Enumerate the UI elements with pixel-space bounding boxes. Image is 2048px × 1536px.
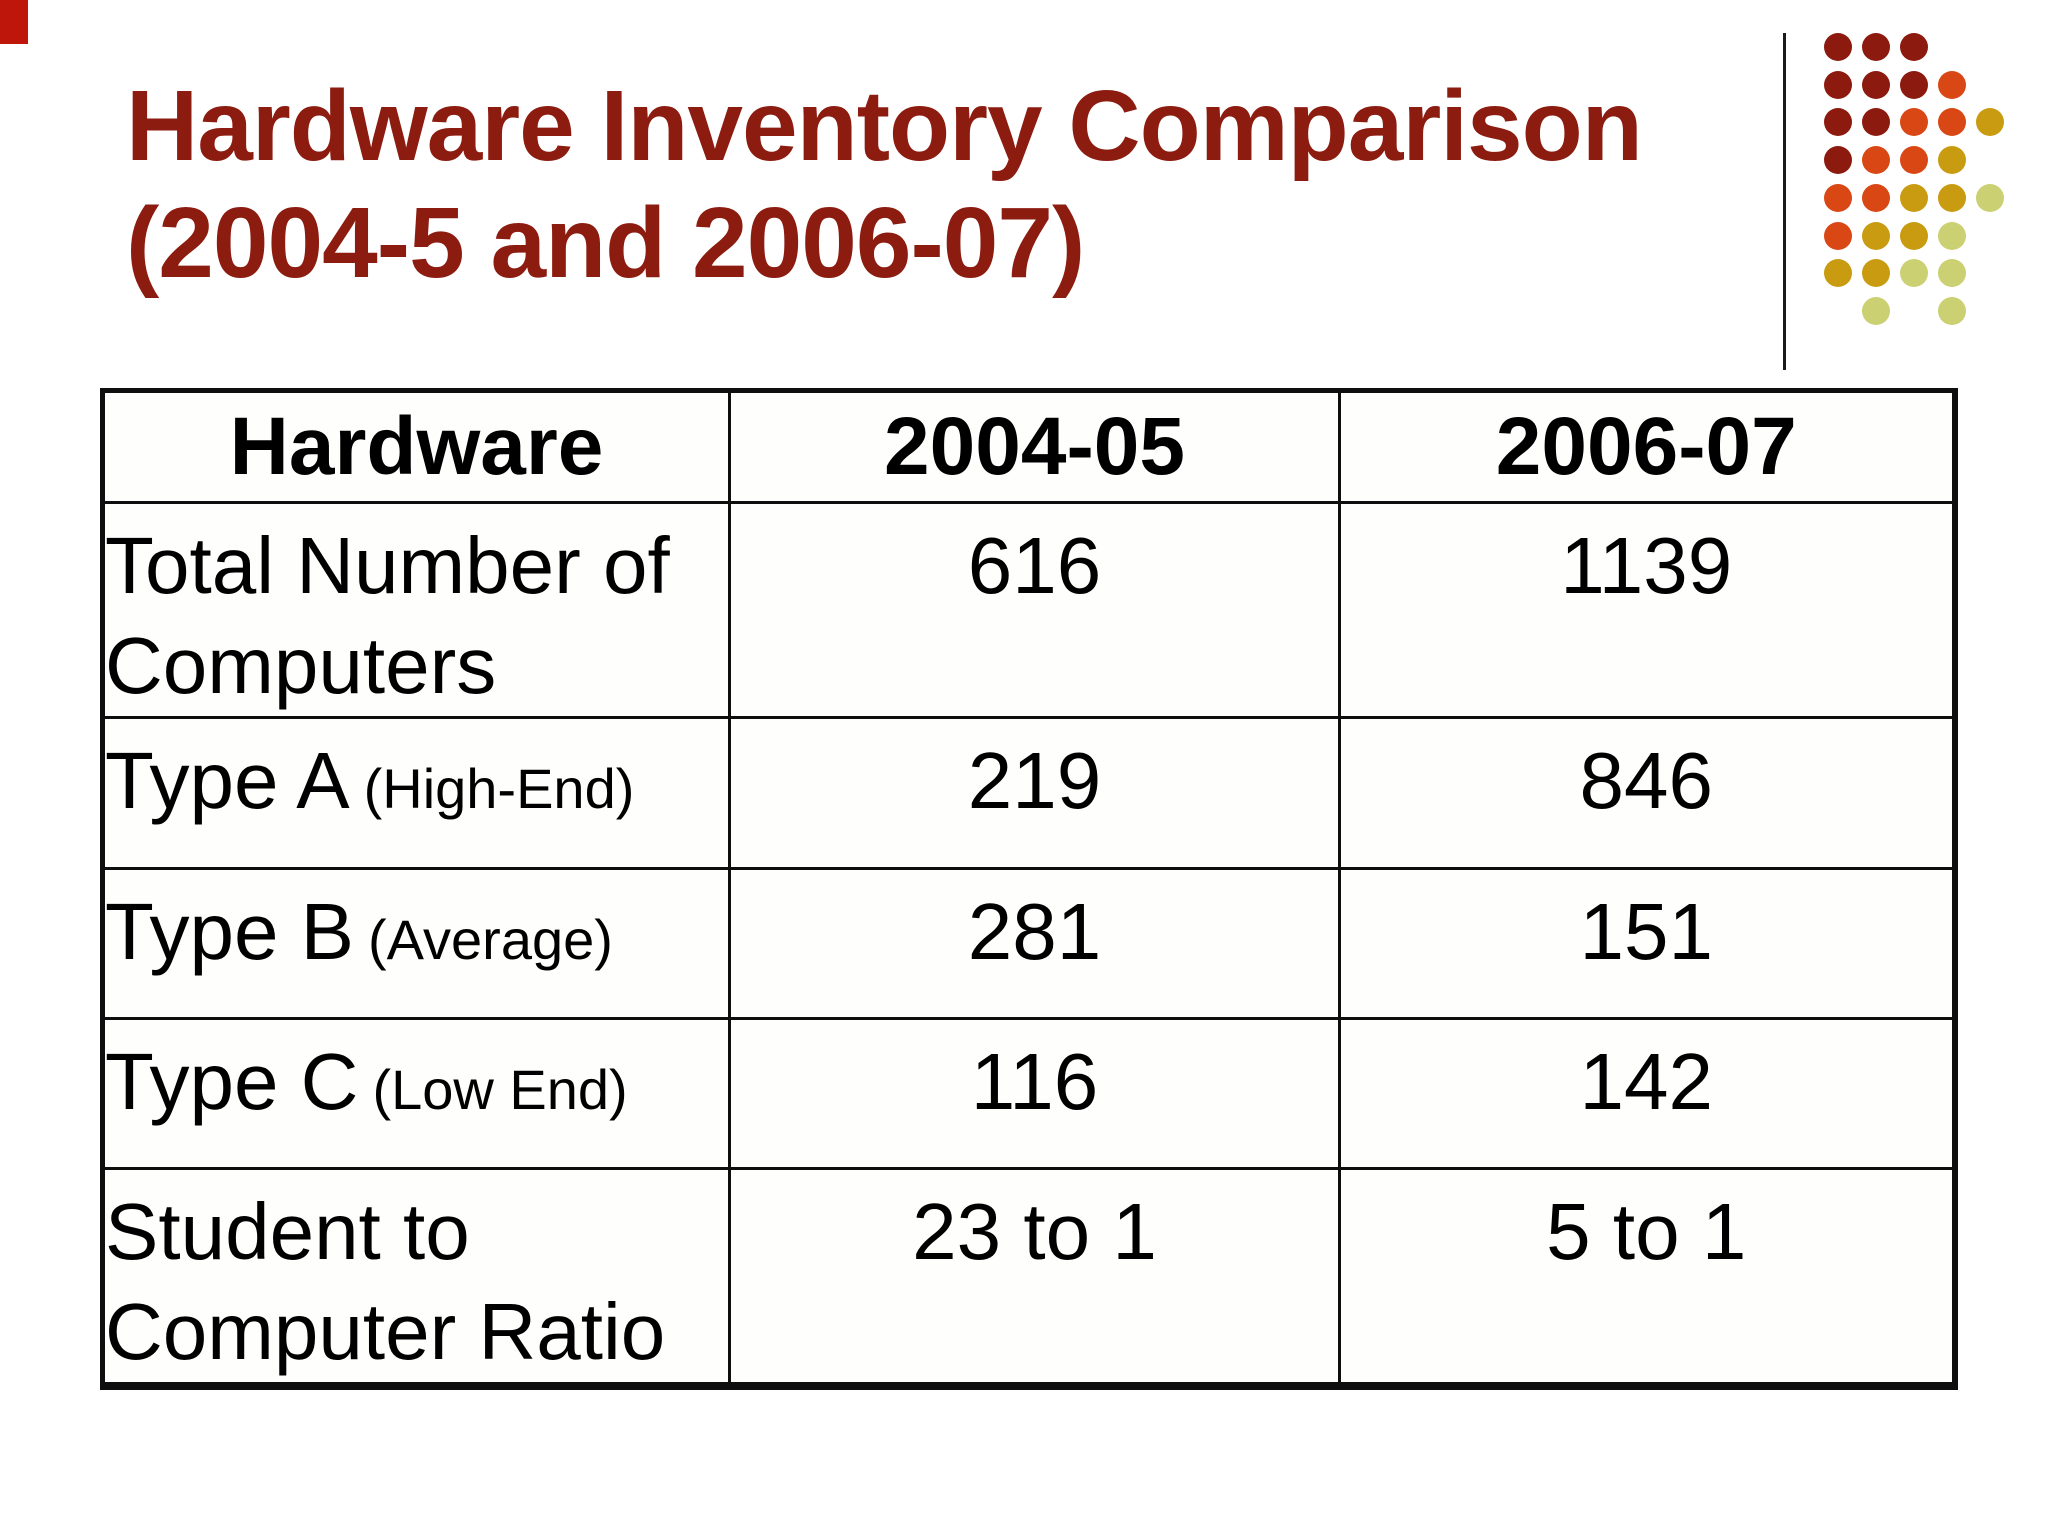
table-row: Type A (High-End) 219 846 [101,716,1956,870]
decor-dot [1976,184,2004,212]
decor-dot [1938,184,1966,212]
decor-dot [1824,184,1852,212]
decor-dot [1938,259,1966,287]
row-label-note: (High-End) [363,757,635,820]
table-row: Total Number of Computers 616 1139 [101,501,1956,719]
decor-dot [1938,297,1966,325]
decor-dot [1938,108,1966,136]
decor-dot [1900,146,1928,174]
cell-type-a-2004: 219 [728,716,1341,870]
decor-dot [1900,259,1928,287]
cell-type-b-2006: 151 [1338,867,1956,1020]
decor-dot [1824,259,1852,287]
decor-dot [1862,297,1890,325]
row-label-student-ratio: Student to Computer Ratio [101,1167,731,1388]
decor-dot [1824,33,1852,61]
table-row: Type C (Low End) 116 142 [101,1017,1956,1170]
cell-total-computers-2006: 1139 [1338,501,1956,719]
header-cell-hardware: Hardware [101,389,731,504]
decor-dot [1824,71,1852,99]
row-label-text: Type B [105,887,355,976]
row-label-text: Type A [105,736,350,825]
row-label-text: Student to Computer Ratio [105,1187,666,1376]
decor-dot [1900,222,1928,250]
decor-dot [1938,146,1966,174]
page-title-line1: Hardware Inventory Comparison [126,70,1643,182]
decor-dot [1824,108,1852,136]
page-title: Hardware Inventory Comparison (2004-5 an… [126,68,1766,302]
cell-type-c-2006: 142 [1338,1017,1956,1170]
decor-dot [1900,71,1928,99]
decor-dot [1900,184,1928,212]
cell-student-ratio-2004: 23 to 1 [728,1167,1341,1388]
decor-divider-line [1783,33,1786,370]
row-label-type-a: Type A (High-End) [101,716,731,870]
row-label-type-c: Type C (Low End) [101,1017,731,1170]
cell-type-b-2004: 281 [728,867,1341,1020]
corner-accent-mark [0,0,28,44]
header-cell-2004-05: 2004-05 [728,389,1341,504]
header-cell-2006-07: 2006-07 [1338,389,1956,504]
cell-type-c-2004: 116 [728,1017,1341,1170]
decor-dot [1900,108,1928,136]
decor-dot [1862,259,1890,287]
decor-dot [1862,184,1890,212]
decor-dot [1862,146,1890,174]
table-row: Type B (Average) 281 151 [101,867,1956,1020]
table-header-row: Hardware 2004-05 2006-07 [101,389,1956,504]
decor-dot [1862,33,1890,61]
hardware-inventory-table: Hardware 2004-05 2006-07 Total Number of… [100,388,1958,1390]
decor-dot [1862,108,1890,136]
cell-type-a-2006: 846 [1338,716,1956,870]
cell-student-ratio-2006: 5 to 1 [1338,1167,1956,1388]
decor-dot [1938,222,1966,250]
decor-dot [1900,33,1928,61]
page-title-line2: (2004-5 and 2006-07) [126,187,1085,299]
row-label-text: Total Number of Computers [105,521,670,710]
row-label-type-b: Type B (Average) [101,867,731,1020]
cell-total-computers-2004: 616 [728,501,1341,719]
decor-dot-grid [1824,33,2009,328]
row-label-text: Type C [105,1037,359,1126]
row-label-total-computers: Total Number of Computers [101,501,731,719]
row-label-note: (Average) [368,908,613,971]
decor-dot [1862,71,1890,99]
decor-dot [1976,108,2004,136]
row-label-note: (Low End) [372,1058,628,1121]
table-row: Student to Computer Ratio 23 to 1 5 to 1 [101,1167,1956,1388]
decor-dot [1824,222,1852,250]
decor-dot [1938,71,1966,99]
decor-dot [1824,146,1852,174]
decor-dot [1862,222,1890,250]
